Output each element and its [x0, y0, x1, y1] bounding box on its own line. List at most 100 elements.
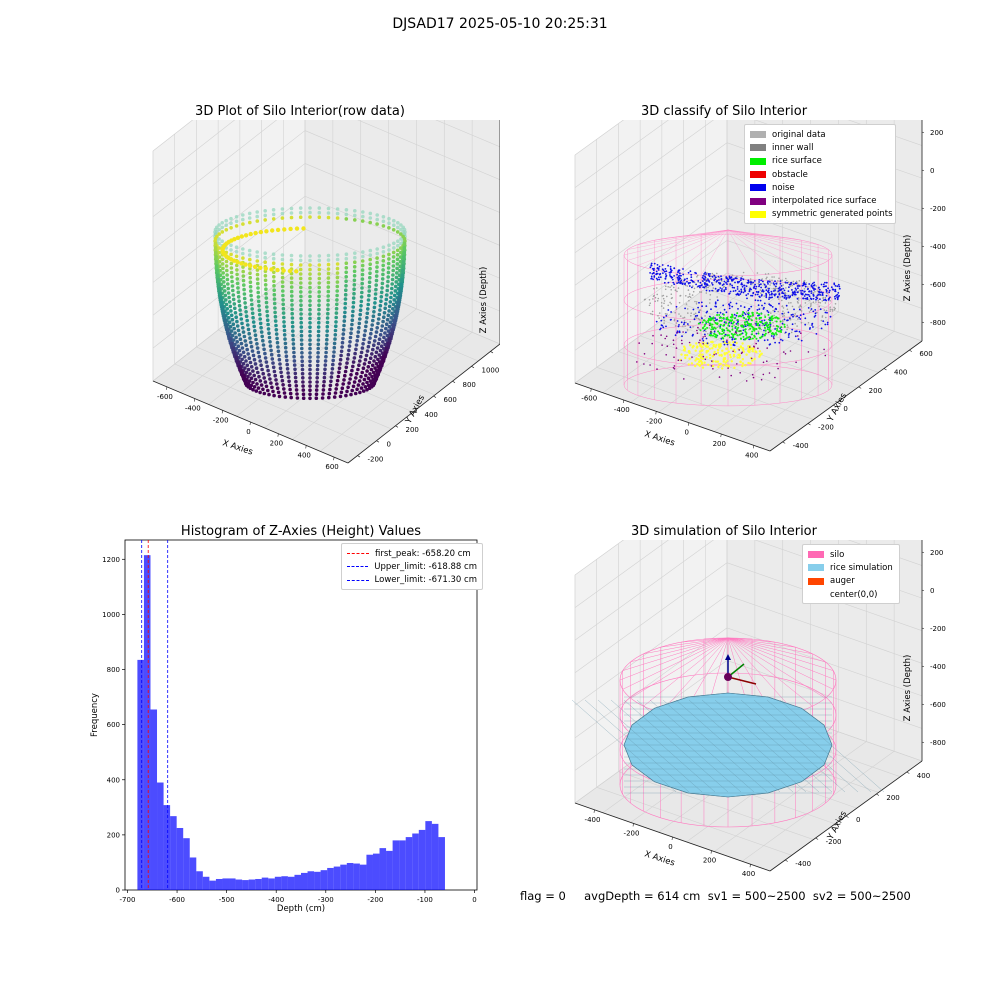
noise-point	[758, 281, 760, 283]
noise-point	[763, 339, 766, 342]
original-point	[687, 296, 689, 298]
rice-surface-point	[766, 325, 769, 328]
noise-point	[779, 280, 782, 282]
raw-3d-plot[interactable]: -600-400-2000200400600-20002004006008001…	[0, 120, 500, 540]
symmetric-point	[727, 350, 730, 353]
raw-point	[272, 284, 276, 288]
noise-point	[694, 271, 696, 274]
noise-point	[669, 271, 672, 274]
raw-point	[338, 394, 343, 399]
original-point	[789, 318, 792, 321]
noise-point	[722, 283, 725, 286]
noise-point	[781, 322, 784, 325]
noise-point	[667, 281, 670, 284]
raw-point	[317, 210, 322, 215]
raw-point	[269, 352, 274, 357]
noise-point	[702, 339, 705, 342]
noise-point	[661, 268, 664, 271]
noise-point	[747, 309, 750, 312]
legend-swatch	[750, 171, 766, 179]
raw-point	[340, 386, 345, 391]
raw-point	[398, 291, 402, 296]
original-point	[781, 279, 783, 282]
raw-point	[251, 369, 255, 373]
raw-point	[315, 380, 319, 384]
raw-point	[264, 296, 269, 300]
classify-y-tick: 200	[869, 387, 882, 395]
noise-point	[673, 267, 676, 270]
raw-point	[322, 379, 326, 384]
histogram-xtick-label: -500	[219, 896, 235, 904]
raw-point	[402, 236, 407, 241]
legend-line-swatch	[347, 553, 369, 555]
raw-point	[343, 306, 347, 310]
raw-point	[332, 395, 337, 399]
raw-point	[381, 224, 386, 228]
raw-point	[244, 310, 248, 314]
classify-z-tick: 0	[930, 167, 934, 175]
original-point	[692, 326, 694, 328]
original-point	[805, 282, 808, 284]
rice-surface-point	[717, 330, 720, 333]
noise-point	[688, 285, 691, 287]
raw-point	[249, 383, 254, 388]
raw-point	[217, 223, 221, 227]
raw-point	[293, 371, 298, 376]
original-point	[673, 286, 675, 289]
rice-surface-point	[716, 322, 719, 325]
noise-point	[800, 293, 803, 295]
histogram-xtick-label: 0	[472, 896, 476, 904]
raw-point	[282, 333, 287, 337]
noise-point	[783, 318, 786, 321]
raw-point	[251, 387, 255, 392]
raw-point	[308, 307, 312, 312]
raw-point	[267, 331, 271, 336]
raw-point	[272, 270, 276, 275]
raw-point	[344, 266, 349, 270]
simulation-3d-plot[interactable]: -400-2000200400-400-20002004002000-200-4…	[500, 540, 1000, 900]
original-point	[788, 302, 790, 304]
noise-point	[671, 278, 674, 281]
noise-point	[747, 293, 749, 295]
rice-surface-point	[752, 326, 754, 329]
raw-point	[360, 370, 365, 375]
raw-point	[259, 383, 264, 387]
silo-roof-line	[727, 637, 796, 648]
raw-point	[369, 331, 373, 336]
raw-point	[330, 367, 335, 371]
raw-point	[376, 369, 381, 374]
noise-point	[819, 294, 822, 296]
noise-point	[677, 281, 680, 284]
rice-surface-point	[713, 326, 716, 329]
raw-point	[401, 264, 406, 268]
noise-point	[769, 323, 772, 326]
raw-point	[326, 206, 331, 211]
noise-point	[791, 289, 793, 291]
raw-point	[231, 322, 236, 327]
raw-point	[344, 365, 349, 370]
rice-surface-point	[707, 317, 710, 320]
raw-point	[256, 350, 261, 355]
histogram-bar	[412, 833, 419, 890]
silo-roof-line	[675, 229, 729, 238]
raw-point	[388, 300, 393, 304]
raw-point	[294, 226, 300, 231]
noise-point	[714, 301, 717, 304]
legend-line-swatch	[347, 566, 369, 568]
raw-point	[301, 226, 306, 231]
raw-point	[267, 392, 271, 397]
raw-point	[372, 343, 376, 348]
raw-point	[267, 335, 272, 340]
noise-point	[733, 278, 735, 280]
raw-point	[335, 253, 340, 257]
classify-legend-item: original data	[750, 128, 890, 141]
original-point	[670, 293, 673, 296]
histogram-bar	[242, 880, 249, 890]
original-point	[810, 304, 812, 306]
raw-point	[260, 334, 265, 339]
rice-surface-point	[768, 318, 771, 321]
raw-point	[339, 353, 343, 358]
original-point	[683, 316, 686, 319]
raw-point	[380, 360, 384, 364]
noise-point	[750, 281, 753, 284]
